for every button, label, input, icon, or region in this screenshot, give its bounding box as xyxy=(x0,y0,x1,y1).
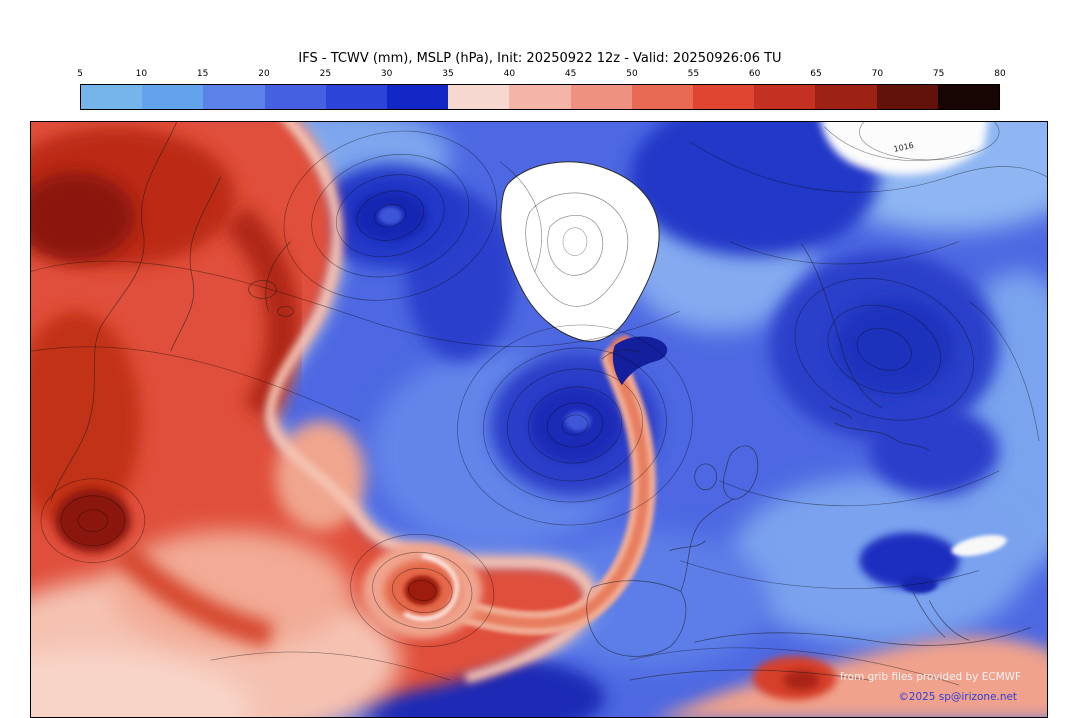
credit-ecmwf: from grib files provided by ECMWF xyxy=(840,671,1021,683)
iceland-moist-hook xyxy=(612,336,668,386)
dry-ridge xyxy=(820,122,988,175)
colorbar-tick-label: 65 xyxy=(810,69,822,79)
colorbar-segment xyxy=(81,85,143,109)
colorbar-ticks: 5 10 15 20 25 30 35 40 45 50 55 60 65 70 75 80 xyxy=(77,69,1006,81)
credit-copyright: ©2025 sp@irizone.net xyxy=(898,691,1017,703)
colorbar-segment xyxy=(876,85,938,109)
colorbar-segment xyxy=(754,85,816,109)
colorbar-segment xyxy=(693,85,755,109)
colorbar-tick-label: 45 xyxy=(564,69,577,79)
colorbar-segments xyxy=(80,84,1000,110)
colorbar-tick-label: 60 xyxy=(748,69,761,79)
colorbar-tick-label: 25 xyxy=(319,69,332,79)
chart-title: IFS - TCWV (mm), MSLP (hPa), Init: 20250… xyxy=(298,51,782,66)
colorbar-segment xyxy=(815,85,877,109)
colorbar-tick-label: 70 xyxy=(871,69,884,79)
alps-dry-spot xyxy=(951,535,1007,557)
map-area: 1016 from grib files provided by ECMWF ©… xyxy=(30,121,1048,718)
colorbar-segment xyxy=(142,85,204,109)
colorbar-tick-label: 35 xyxy=(442,69,454,79)
greenland-landmass xyxy=(500,161,660,342)
colorbar-segment xyxy=(509,85,571,109)
colorbar-tick-label: 55 xyxy=(687,69,700,79)
coastlines xyxy=(50,122,1032,681)
mediterranean-warm-sector xyxy=(658,535,1047,717)
colorbar-segment xyxy=(631,85,694,109)
colorbar-tick-label: 30 xyxy=(380,69,393,79)
credits: from grib files provided by ECMWF ©2025 … xyxy=(840,671,1021,703)
colorbar-segment xyxy=(570,85,632,109)
colorbar-tick-label: 75 xyxy=(932,69,945,79)
colorbar-segment xyxy=(203,85,265,109)
atmospheric-river-filament xyxy=(362,335,656,639)
colorbar-segment xyxy=(264,85,326,109)
colorbar-tick-label: 50 xyxy=(626,69,638,79)
colorbar-tick-label: 80 xyxy=(994,69,1006,79)
colorbar-tick-label: 10 xyxy=(135,69,148,79)
colorbar-tick-label: 40 xyxy=(503,69,516,79)
colorbar-tick-label: 15 xyxy=(196,69,209,79)
weather-map: 1016 from grib files provided by ECMWF ©… xyxy=(31,122,1047,717)
tcwv-blue-field xyxy=(210,122,1047,717)
colorbar-segment xyxy=(448,85,510,109)
colorbar-tick-label: 20 xyxy=(258,69,270,79)
colorbar-segment xyxy=(937,85,1000,109)
pressure-label-1016: 1016 xyxy=(893,141,915,154)
mslp-contours xyxy=(31,122,1047,686)
colorbar-segment xyxy=(387,85,449,109)
colorbar-tick-label: 5 xyxy=(77,69,83,79)
colorbar-segment xyxy=(325,85,388,109)
